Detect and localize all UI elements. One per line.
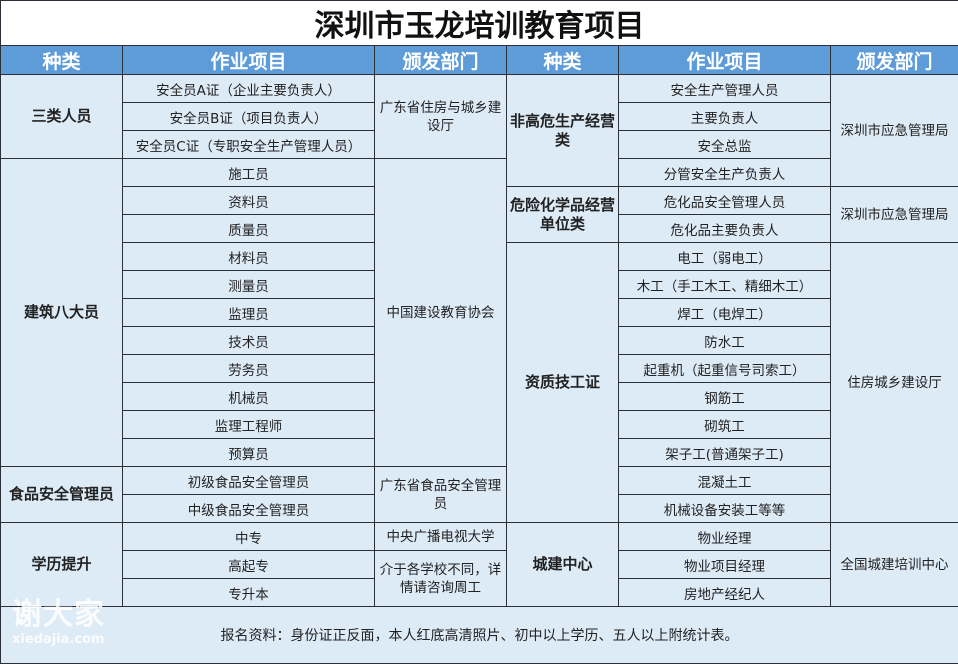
item-cell: 劳务员	[123, 355, 375, 383]
item-cell: 监理工程师	[123, 411, 375, 439]
category-cell: 建筑八大员	[1, 159, 123, 467]
category-cell: 资质技工证	[507, 243, 619, 523]
category-cell: 非高危生产经营类	[507, 75, 619, 187]
item-cell: 焊工（电焊工）	[619, 299, 831, 327]
department-cell: 中央广播电视大学	[375, 523, 507, 551]
header-category: 种类	[507, 46, 619, 75]
item-cell: 钢筋工	[619, 383, 831, 411]
item-cell: 砌筑工	[619, 411, 831, 439]
item-cell: 材料员	[123, 243, 375, 271]
item-cell: 监理员	[123, 299, 375, 327]
category-cell: 食品安全管理员	[1, 467, 123, 523]
item-cell: 质量员	[123, 215, 375, 243]
item-cell: 架子工(普通架子工)	[619, 439, 831, 467]
item-cell: 主要负责人	[619, 103, 831, 131]
item-cell: 高起专	[123, 551, 375, 579]
header-department: 颁发部门	[831, 46, 958, 75]
item-cell: 危化品主要负责人	[619, 215, 831, 243]
header-department: 颁发部门	[375, 46, 507, 75]
item-cell: 木工（手工木工、精细木工）	[619, 271, 831, 299]
item-cell: 安全员B证（项目负责人）	[123, 103, 375, 131]
item-cell: 物业经理	[619, 523, 831, 551]
item-cell: 机械员	[123, 383, 375, 411]
department-cell: 住房城乡建设厅	[831, 243, 958, 523]
item-cell: 专升本	[123, 579, 375, 607]
item-cell: 防水工	[619, 327, 831, 355]
table-row: 学历提升中专中央广播电视大学城建中心物业经理全国城建培训中心	[1, 523, 958, 551]
department-cell: 深圳市应急管理局	[831, 75, 958, 187]
table-row: 建筑八大员施工员中国建设教育协会分管安全生产负责人	[1, 159, 958, 187]
table-row: 三类人员安全员A证（企业主要负责人）广东省住房与城乡建设厅非高危生产经营类安全生…	[1, 75, 958, 103]
category-cell: 危险化学品经营单位类	[507, 187, 619, 243]
department-cell: 中国建设教育协会	[375, 159, 507, 467]
item-cell: 危化品安全管理人员	[619, 187, 831, 215]
item-cell: 分管安全生产负责人	[619, 159, 831, 187]
item-cell: 起重机（起重信号司索工）	[619, 355, 831, 383]
header-category: 种类	[1, 46, 123, 75]
item-cell: 物业项目经理	[619, 551, 831, 579]
department-cell: 广东省住房与城乡建设厅	[375, 75, 507, 159]
item-cell: 中专	[123, 523, 375, 551]
item-cell: 初级食品安全管理员	[123, 467, 375, 495]
item-cell: 施工员	[123, 159, 375, 187]
item-cell: 安全总监	[619, 131, 831, 159]
item-cell: 预算员	[123, 439, 375, 467]
page-title: 深圳市玉龙培训教育项目	[1, 1, 958, 46]
header-item: 作业项目	[123, 46, 375, 75]
category-cell: 三类人员	[1, 75, 123, 159]
item-cell: 技术员	[123, 327, 375, 355]
table-row: 高起专介于各学校不同，详情请咨询周工物业项目经理	[1, 551, 958, 579]
item-cell: 电工（弱电工）	[619, 243, 831, 271]
department-cell: 介于各学校不同，详情请咨询周工	[375, 551, 507, 607]
category-cell: 城建中心	[507, 523, 619, 607]
item-cell: 安全员C证（专职安全生产管理人员）	[123, 131, 375, 159]
table-row: 食品安全管理员初级食品安全管理员广东省食品安全管理员混凝土工	[1, 467, 958, 495]
registration-note: 报名资料：身份证正反面，本人红底高清照片、初中以上学历、五人以上附统计表。	[1, 607, 958, 664]
category-cell: 学历提升	[1, 523, 123, 607]
item-cell: 中级食品安全管理员	[123, 495, 375, 523]
item-cell: 混凝土工	[619, 467, 831, 495]
item-cell: 安全员A证（企业主要负责人）	[123, 75, 375, 103]
item-cell: 资料员	[123, 187, 375, 215]
item-cell: 安全生产管理人员	[619, 75, 831, 103]
header-item: 作业项目	[619, 46, 831, 75]
item-cell: 测量员	[123, 271, 375, 299]
item-cell: 机械设备安装工等等	[619, 495, 831, 523]
department-cell: 广东省食品安全管理员	[375, 467, 507, 523]
item-cell: 房地产经纪人	[619, 579, 831, 607]
department-cell: 深圳市应急管理局	[831, 187, 958, 243]
department-cell: 全国城建培训中心	[831, 523, 958, 607]
